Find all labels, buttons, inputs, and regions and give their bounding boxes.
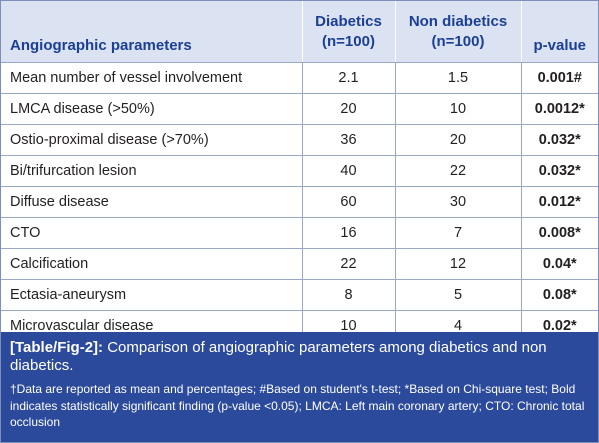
caption-text: Comparison of angiographic parameters am… — [10, 339, 547, 374]
cell-non-diabetics: 20 — [395, 124, 522, 156]
header-non-diabetics-line1: Non diabetics — [408, 12, 508, 30]
table-header: Angiographic parameters Diabetics (n=100… — [1, 1, 598, 63]
header-non-diabetics: Non diabetics (n=100) — [395, 1, 522, 63]
cell-parameter: Mean number of vessel involvement — [1, 62, 303, 94]
cell-parameter: Ostio-proximal disease (>70%) — [1, 124, 303, 156]
cell-non-diabetics: 12 — [395, 248, 522, 280]
cell-parameter: CTO — [1, 217, 303, 249]
cell-non-diabetics: 22 — [395, 155, 522, 187]
cell-parameter: Ectasia-aneurysm — [1, 279, 303, 311]
cell-non-diabetics: 10 — [395, 93, 522, 125]
cell-non-diabetics: 5 — [395, 279, 522, 311]
caption-footnote: †Data are reported as mean and percentag… — [10, 382, 585, 429]
cell-diabetics: 22 — [302, 248, 396, 280]
header-diabetics-line1: Diabetics — [315, 12, 382, 30]
cell-p-value: 0.001# — [521, 62, 598, 94]
header-non-diabetics-line2: (n=100) — [431, 32, 485, 50]
cell-non-diabetics: 30 — [395, 186, 522, 218]
caption-title: [Table/Fig-2]: Comparison of angiographi… — [10, 339, 589, 375]
table-row: LMCA disease (>50%) 20 10 0.0012* — [1, 93, 598, 125]
cell-p-value: 0.08* — [521, 279, 598, 311]
table-row: Mean number of vessel involvement 2.1 1.5 0… — [1, 62, 598, 94]
cell-diabetics: 36 — [302, 124, 396, 156]
cell-parameter: Diffuse disease — [1, 186, 303, 218]
cell-p-value: 0.032* — [521, 155, 598, 187]
angiographic-table: Angiographic parameters Diabetics (n=100… — [1, 1, 598, 342]
header-diabetics: Diabetics (n=100) — [302, 1, 396, 63]
header-p-value: p-value — [521, 1, 598, 63]
cell-diabetics: 20 — [302, 93, 396, 125]
header-diabetics-line2: (n=100) — [322, 32, 375, 50]
figure-caption: [Table/Fig-2]: Comparison of angiographi… — [1, 332, 598, 442]
cell-parameter: LMCA disease (>50%) — [1, 93, 303, 125]
table-row: Diffuse disease 60 30 0.012* — [1, 186, 598, 218]
table-body: Mean number of vessel involvement 2.1 1.5 0… — [1, 62, 598, 342]
header-parameter: Angiographic parameters — [1, 1, 303, 63]
cell-diabetics: 60 — [302, 186, 396, 218]
cell-parameter: Calcification — [1, 248, 303, 280]
cell-diabetics: 2.1 — [302, 62, 396, 94]
cell-p-value: 0.032* — [521, 124, 598, 156]
cell-non-diabetics: 1.5 — [395, 62, 522, 94]
table-row: Ostio-proximal disease (>70%) 36 20 0.032* — [1, 124, 598, 156]
table-row: Calcification 22 12 0.04* — [1, 248, 598, 280]
caption-label: [Table/Fig-2]: — [10, 339, 104, 356]
cell-p-value: 0.008* — [521, 217, 598, 249]
cell-p-value: 0.0012* — [521, 93, 598, 125]
table-row: Bi/trifurcation lesion 40 22 0.032* — [1, 155, 598, 187]
cell-diabetics: 8 — [302, 279, 396, 311]
table-row: CTO 16 7 0.008* — [1, 217, 598, 249]
cell-p-value: 0.04* — [521, 248, 598, 280]
cell-non-diabetics: 7 — [395, 217, 522, 249]
cell-p-value: 0.012* — [521, 186, 598, 218]
table-row: Ectasia-aneurysm 8 5 0.08* — [1, 279, 598, 311]
cell-diabetics: 40 — [302, 155, 396, 187]
cell-diabetics: 16 — [302, 217, 396, 249]
header-row: Angiographic parameters Diabetics (n=100… — [1, 1, 598, 63]
cell-parameter: Bi/trifurcation lesion — [1, 155, 303, 187]
